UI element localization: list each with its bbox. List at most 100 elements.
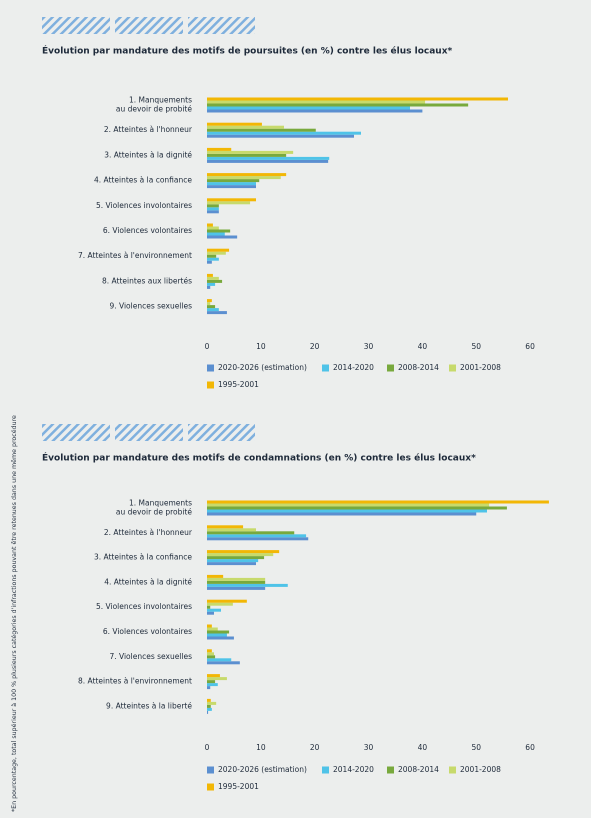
bar [207, 534, 307, 538]
bar [207, 608, 221, 612]
bar [207, 273, 213, 277]
bar [207, 305, 216, 309]
bar [207, 282, 216, 286]
bar [207, 122, 262, 126]
chart-title: Évolution par mandature des motifs de po… [42, 45, 453, 57]
bar [207, 279, 223, 283]
x-tick-label: 40 [418, 342, 428, 351]
legend-label: 2008-2014 [398, 363, 439, 372]
bar [207, 652, 214, 656]
bar [207, 506, 507, 510]
y-tick-label: 6. Violences volontaires [103, 226, 192, 235]
bar [207, 583, 288, 587]
bar [207, 235, 238, 239]
bar [207, 525, 244, 529]
bar [207, 586, 266, 590]
bar [207, 204, 219, 208]
y-tick-label: 3. Atteintes à la confiance [94, 553, 192, 562]
legend-label: 2008-2014 [398, 765, 439, 774]
bar [207, 677, 227, 681]
bar [207, 605, 211, 609]
bar [207, 251, 226, 255]
y-tick-label: 5. Violences involontaires [96, 602, 192, 611]
bar [207, 707, 212, 711]
legend-label: 2001-2008 [460, 363, 501, 372]
bar [207, 207, 219, 211]
bar [207, 103, 469, 107]
bar [207, 611, 214, 615]
bar [207, 173, 287, 177]
bar [207, 276, 219, 280]
bar [207, 528, 256, 532]
bar [207, 655, 216, 659]
bar [207, 674, 220, 678]
bar [207, 176, 281, 180]
bar [207, 299, 212, 303]
bar [207, 254, 217, 258]
bar [207, 683, 218, 687]
bar [207, 131, 361, 135]
legend-label: 2001-2008 [460, 765, 501, 774]
x-tick-label: 0 [205, 342, 210, 351]
bar [207, 198, 256, 202]
bar [207, 602, 233, 606]
legend-swatch [387, 364, 394, 372]
legend-label: 1995-2001 [218, 782, 259, 791]
bar [207, 630, 230, 634]
chart-title: Évolution par mandature des motifs de co… [42, 452, 476, 464]
bar [207, 147, 232, 151]
decoration [42, 17, 255, 441]
bar [207, 308, 219, 312]
bar [207, 559, 259, 563]
y-tick-label: 3. Atteintes à la dignité [104, 150, 192, 159]
legend-swatch [207, 381, 214, 389]
y-tick-label: 5. Violences involontaires [96, 201, 192, 210]
bar [207, 512, 477, 516]
bar [207, 248, 230, 252]
bar [207, 106, 410, 110]
bar [207, 232, 225, 236]
bar [207, 580, 266, 584]
bar [207, 636, 234, 640]
y-tick-label: 2. Atteintes à l'honneur [104, 528, 193, 537]
bar [207, 109, 423, 113]
bar [207, 577, 266, 581]
bar [207, 100, 426, 104]
bar [207, 509, 487, 513]
bar [207, 185, 256, 189]
bar [207, 182, 256, 186]
legend-swatch [207, 783, 214, 791]
bar [207, 201, 251, 205]
x-tick-label: 30 [364, 743, 374, 752]
bar [207, 680, 216, 684]
footnote: *En pourcentage, total supérieur à 100 %… [10, 415, 18, 812]
bar [207, 599, 247, 603]
x-tick-label: 60 [525, 342, 535, 351]
bar [207, 302, 211, 306]
bar [207, 698, 211, 702]
bar [207, 226, 219, 230]
bar [207, 701, 217, 705]
bar [207, 704, 211, 708]
y-tick-label: 1. Manquements [129, 96, 192, 105]
bar [207, 710, 209, 714]
x-tick-label: 0 [205, 743, 210, 752]
y-tick-label: 7. Violences sexuelles [109, 652, 192, 661]
bar [207, 556, 265, 560]
legend-swatch [207, 364, 214, 372]
y-tick-label: 2. Atteintes à l'honneur [104, 125, 193, 134]
bar [207, 223, 213, 227]
y-tick-label: 9. Atteintes à la liberté [106, 701, 192, 710]
y-tick-label: 9. Violences sexuelles [109, 302, 192, 311]
legend-swatch [322, 364, 329, 372]
bar [207, 311, 227, 315]
bar [207, 649, 212, 653]
legend-swatch [387, 766, 394, 774]
bar [207, 210, 219, 214]
y-tick-label: au devoir de probité [116, 508, 192, 517]
legend-label: 2020-2026 (estimation) [218, 363, 307, 372]
bar [207, 537, 309, 541]
bar [207, 229, 231, 233]
bar [207, 658, 232, 662]
